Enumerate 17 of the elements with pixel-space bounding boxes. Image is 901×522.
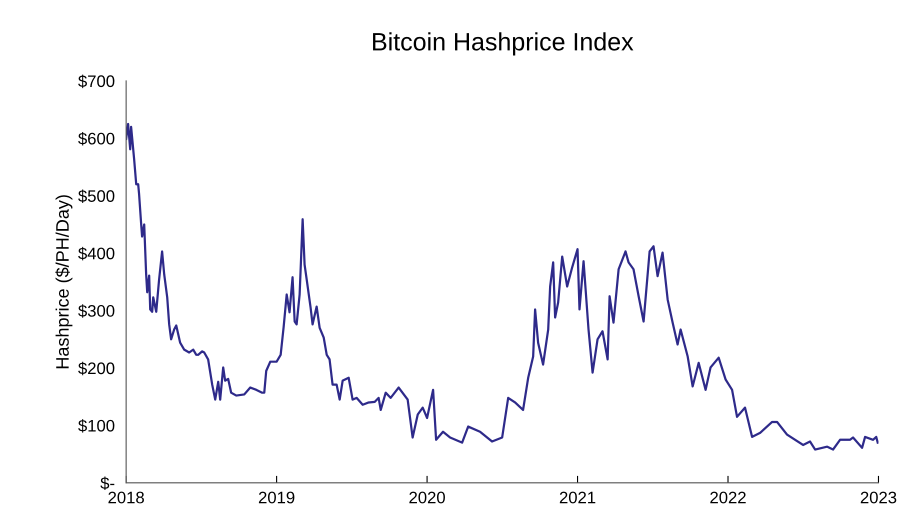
x-tick-label: 2022 [710,492,746,504]
x-tick-label: 2023 [860,492,896,504]
x-tick-label: 2021 [560,492,596,504]
y-tick-label: $300 [78,304,114,318]
y-tick-label: $600 [78,132,114,146]
y-axis-title: Hashprice ($/PH/Day) [55,195,72,368]
y-tick-label: $700 [78,74,114,88]
x-tick-label: 2020 [409,492,445,504]
y-tick-label: $200 [78,362,114,376]
chart-title: Bitcoin Hashprice Index [373,32,634,56]
y-tick-label: $500 [78,189,114,203]
y-tick-label: $400 [78,246,114,260]
x-tick-label: 2019 [258,492,294,504]
line-series [126,122,878,451]
y-tick-label: $- [100,476,114,490]
x-tick-label: 2018 [108,492,144,504]
y-tick-label: $100 [78,419,114,433]
